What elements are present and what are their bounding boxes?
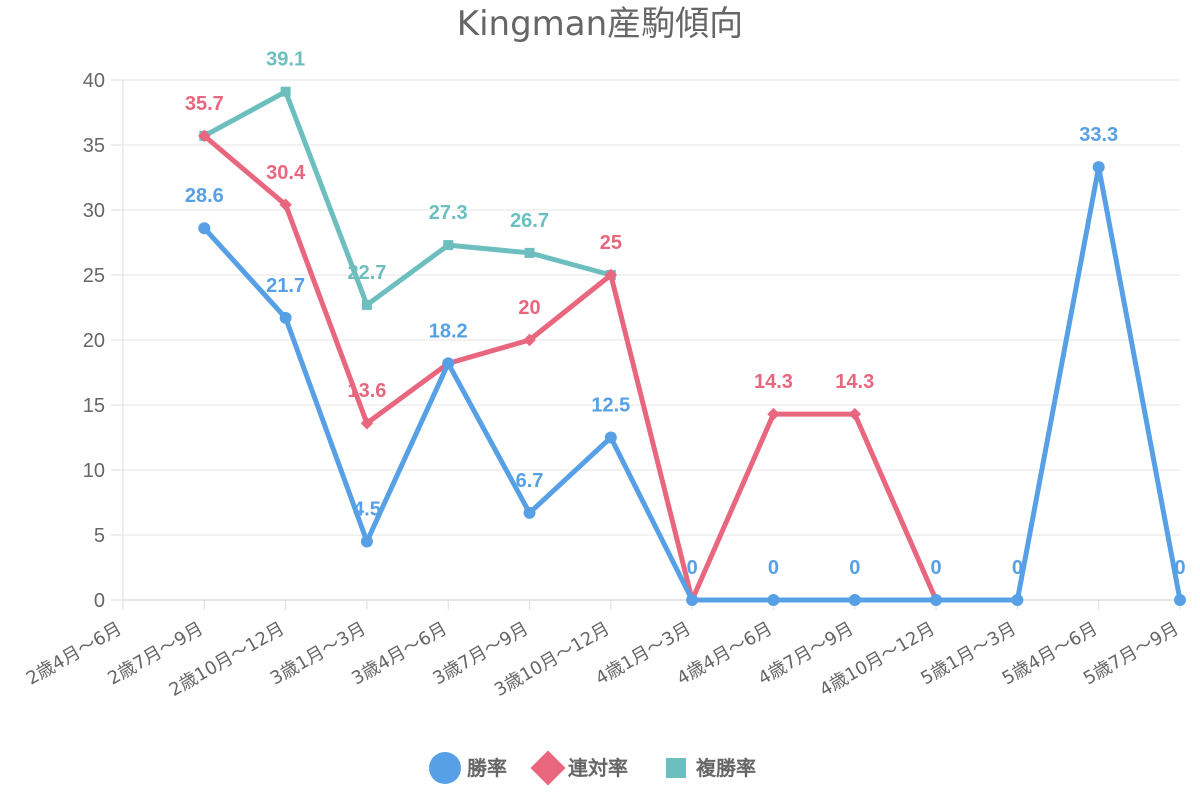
series-line bbox=[201, 89, 614, 308]
data-label: 13.6 bbox=[347, 380, 386, 402]
y-tick-label: 40 bbox=[83, 70, 105, 92]
data-label: 0 bbox=[687, 557, 698, 579]
data-label: 27.3 bbox=[429, 202, 468, 224]
y-tick-label: 35 bbox=[83, 135, 105, 157]
legend-item[interactable]: 勝率 bbox=[429, 752, 507, 784]
y-tick-label: 10 bbox=[83, 460, 105, 482]
data-point bbox=[1174, 594, 1186, 606]
grid bbox=[123, 79, 1180, 601]
data-point bbox=[848, 407, 862, 421]
y-tick-label: 30 bbox=[83, 200, 105, 222]
legend-item[interactable]: 連対率 bbox=[530, 750, 629, 786]
series-group bbox=[198, 86, 1186, 607]
data-label: 18.2 bbox=[429, 320, 468, 342]
data-point bbox=[604, 268, 618, 282]
data-label: 33.3 bbox=[1079, 124, 1118, 146]
data-label: 14.3 bbox=[835, 371, 874, 393]
data-point bbox=[1011, 594, 1024, 606]
legend-diamond-icon bbox=[530, 750, 566, 786]
data-label: 28.6 bbox=[185, 185, 224, 207]
legend-item[interactable]: 複勝率 bbox=[666, 756, 756, 780]
data-label: 14.3 bbox=[754, 371, 793, 393]
legend-square-icon bbox=[666, 758, 686, 778]
data-label: 21.7 bbox=[266, 275, 305, 297]
data-point bbox=[930, 594, 943, 606]
data-point bbox=[198, 222, 211, 235]
legend[interactable]: 勝率 連対率 複勝率 bbox=[429, 750, 756, 786]
data-label: 6.7 bbox=[516, 470, 544, 492]
data-point bbox=[767, 594, 780, 606]
data-point bbox=[604, 431, 617, 444]
data-point bbox=[1092, 161, 1105, 174]
y-tick-label: 0 bbox=[94, 590, 105, 612]
data-point bbox=[360, 535, 373, 548]
data-label: 20 bbox=[518, 297, 540, 319]
data-point bbox=[361, 299, 372, 310]
series-line bbox=[201, 133, 939, 603]
data-label: 30.4 bbox=[266, 162, 306, 184]
data-labels: 39.1 22.7 27.3 26.7 35.7 30.4 13.6 20 25 14.3 14.3… bbox=[185, 49, 1186, 579]
data-point bbox=[360, 416, 374, 430]
y-tick-label: 25 bbox=[83, 265, 105, 287]
data-point bbox=[280, 86, 291, 97]
data-point bbox=[524, 247, 535, 258]
data-point bbox=[279, 311, 292, 324]
data-label: 0 bbox=[1012, 557, 1023, 579]
legend-label: 複勝率 bbox=[696, 756, 756, 780]
data-label: 22.7 bbox=[347, 262, 386, 284]
data-point bbox=[443, 240, 454, 251]
data-label: 4.5 bbox=[353, 499, 381, 521]
data-label: 12.5 bbox=[591, 395, 630, 417]
legend-circle-icon bbox=[429, 752, 461, 784]
data-label: 0 bbox=[1174, 557, 1185, 579]
legend-label: 勝率 bbox=[467, 756, 507, 780]
chart-title: Kingman産駒傾向 bbox=[457, 4, 743, 44]
data-label: 25 bbox=[600, 232, 622, 254]
data-point bbox=[686, 594, 699, 606]
data-label: 35.7 bbox=[185, 93, 224, 115]
data-label: 0 bbox=[931, 557, 942, 579]
data-point bbox=[848, 594, 861, 606]
y-axis: 0 5 10 15 20 25 30 35 40 bbox=[83, 70, 124, 612]
data-point bbox=[523, 333, 536, 347]
data-point bbox=[198, 129, 211, 143]
data-label: 39.1 bbox=[266, 49, 305, 71]
y-tick-label: 15 bbox=[83, 395, 105, 417]
data-label: 26.7 bbox=[510, 210, 549, 232]
data-point bbox=[767, 407, 780, 421]
data-point bbox=[523, 506, 536, 519]
legend-label: 連対率 bbox=[568, 756, 628, 780]
y-tick-label: 20 bbox=[83, 330, 105, 352]
x-axis: 2歳4月～6月2歳7月～9月2歳10月～12月3歳1月～3月3歳4月～6月3歳7… bbox=[23, 600, 1183, 701]
data-label: 0 bbox=[849, 557, 860, 579]
data-point bbox=[442, 357, 455, 370]
data-point bbox=[279, 198, 292, 212]
series-circle bbox=[198, 161, 1186, 606]
series-square bbox=[199, 86, 616, 310]
y-tick-label: 5 bbox=[94, 525, 105, 547]
data-label: 0 bbox=[768, 557, 779, 579]
